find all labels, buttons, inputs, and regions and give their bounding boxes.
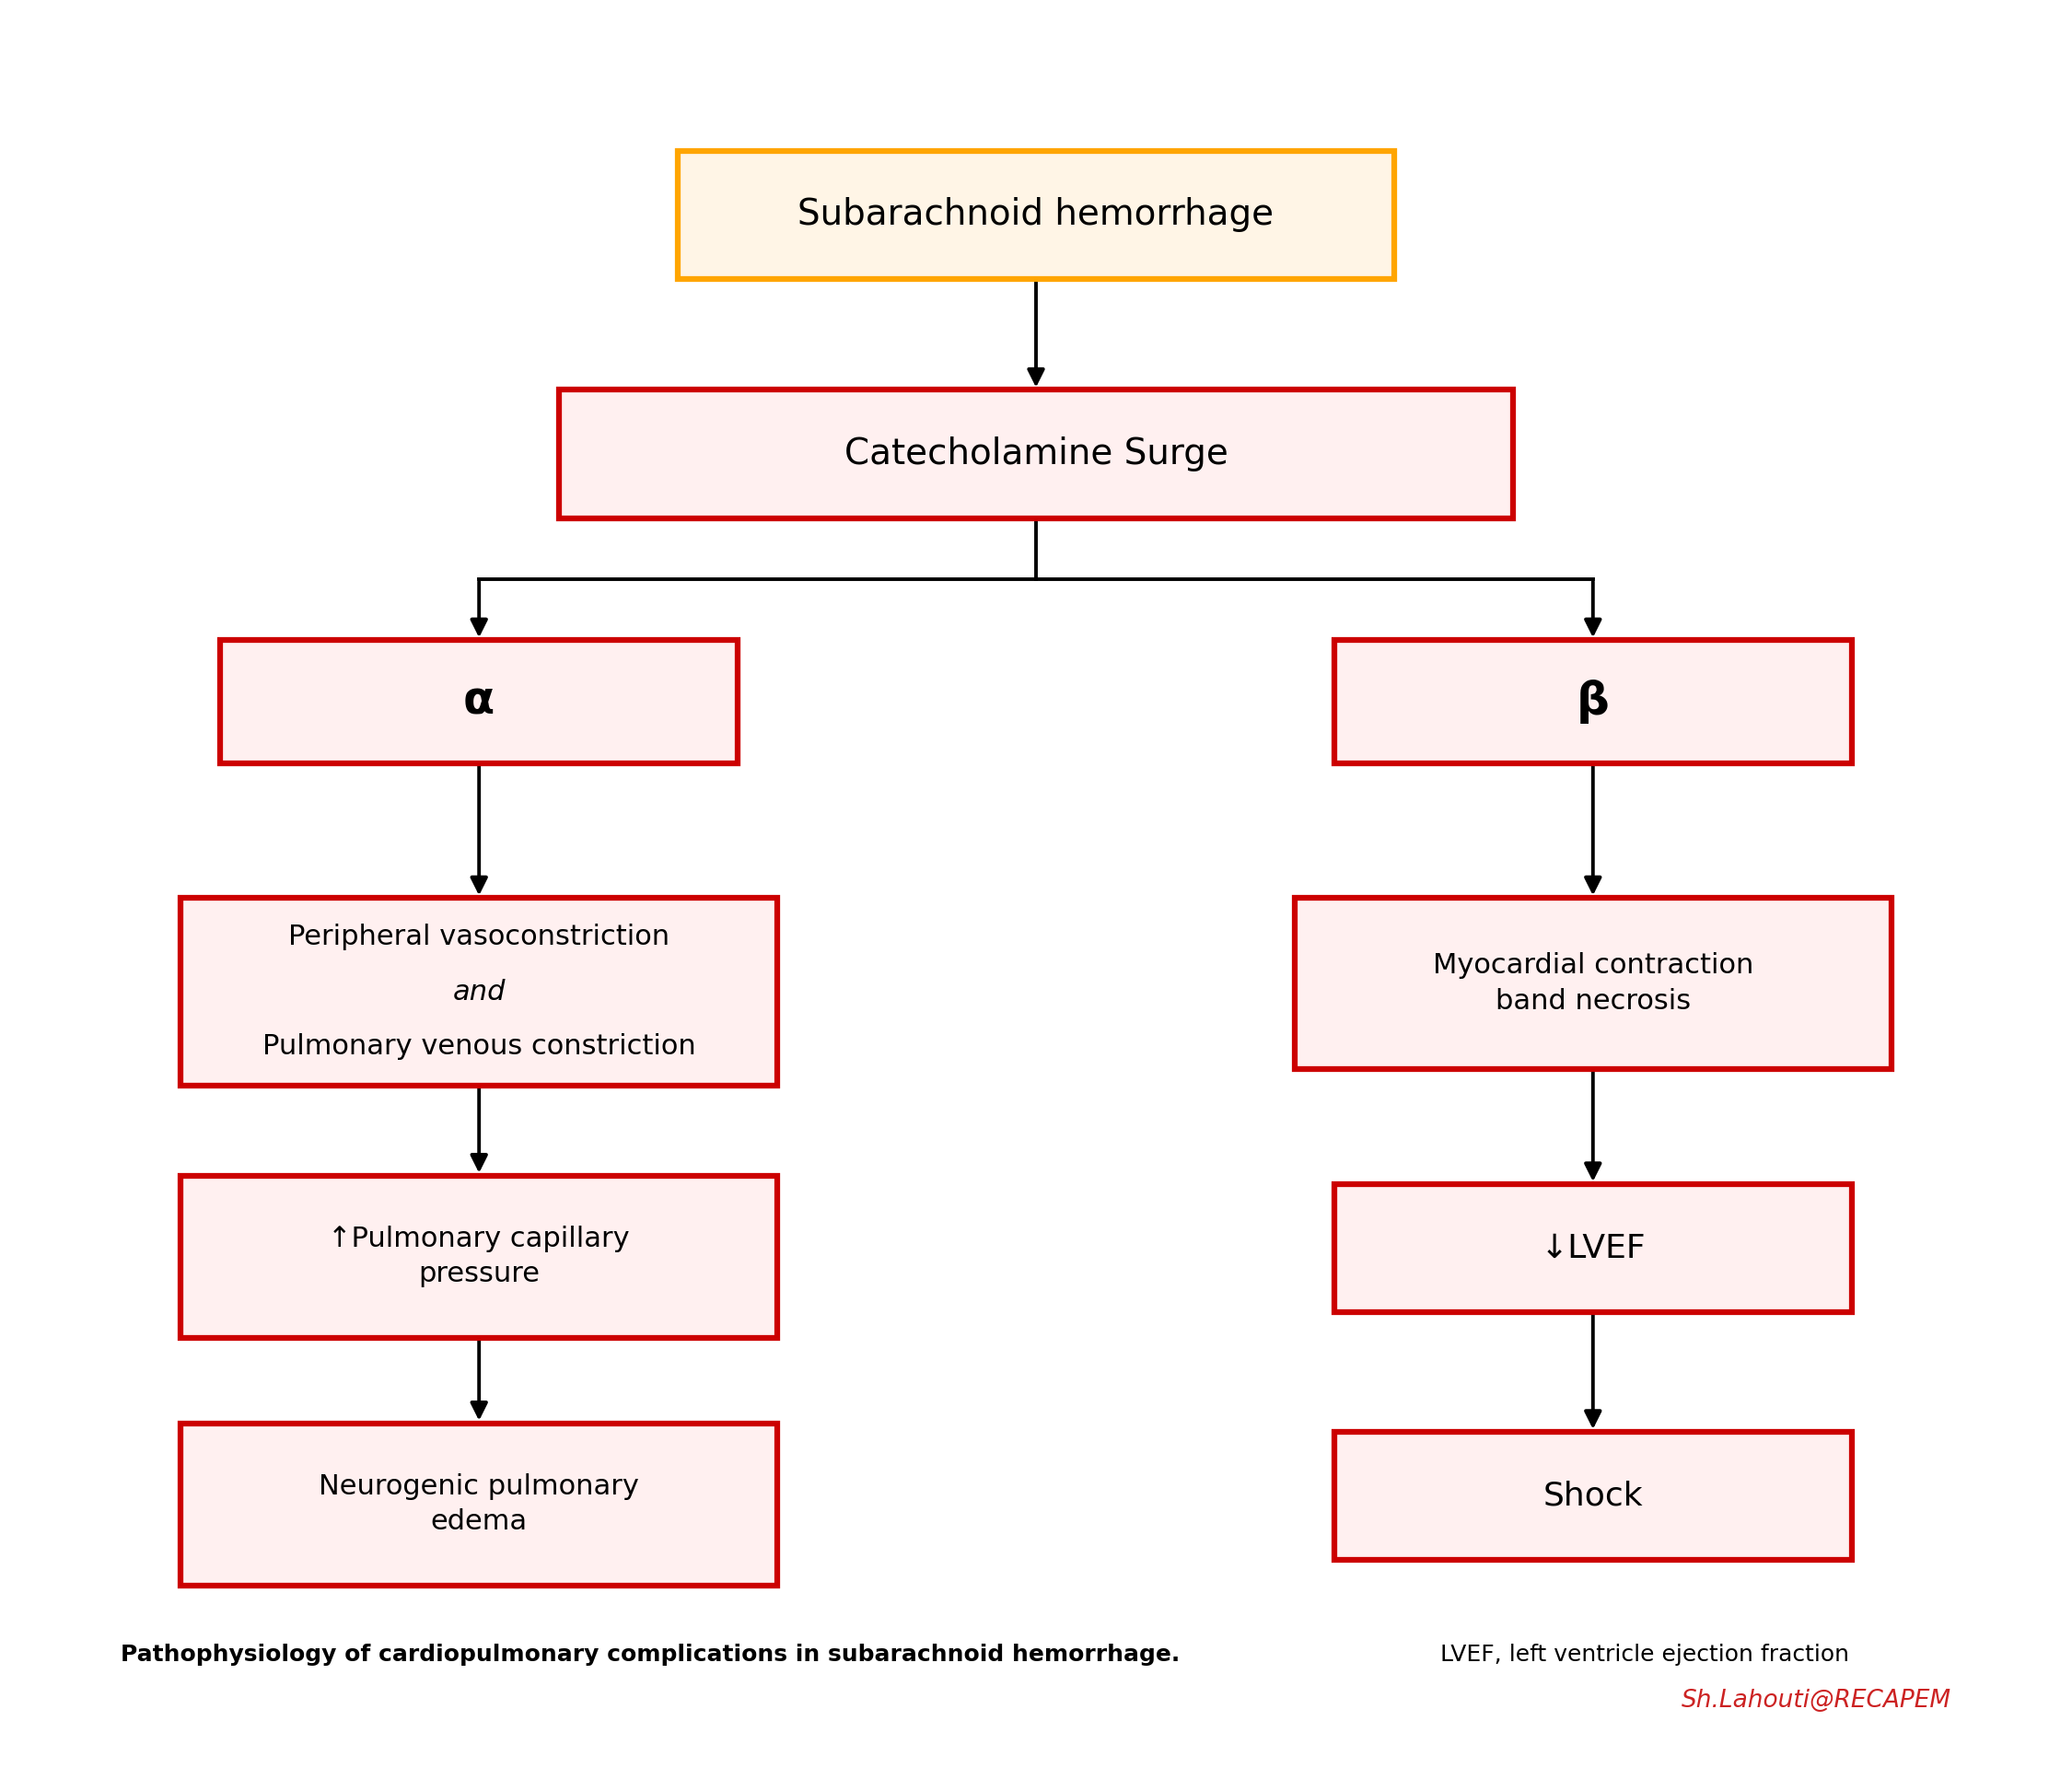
Bar bbox=[678, 151, 1394, 279]
Text: and: and bbox=[452, 978, 506, 1005]
Text: Subarachnoid hemorrhage: Subarachnoid hemorrhage bbox=[798, 197, 1274, 233]
Text: Sh.Lahouti@RECAPEM: Sh.Lahouti@RECAPEM bbox=[1680, 1688, 1952, 1713]
Bar bbox=[180, 1423, 777, 1585]
Text: Catecholamine Surge: Catecholamine Surge bbox=[843, 436, 1229, 471]
Text: Peripheral vasoconstriction: Peripheral vasoconstriction bbox=[288, 923, 669, 950]
Bar bbox=[1334, 640, 1852, 763]
Bar bbox=[1334, 1432, 1852, 1560]
Bar bbox=[559, 390, 1513, 518]
Text: Pathophysiology of cardiopulmonary complications in subarachnoid hemorrhage.: Pathophysiology of cardiopulmonary compl… bbox=[120, 1644, 1181, 1665]
Text: LVEF, left ventricle ejection fraction: LVEF, left ventricle ejection fraction bbox=[1434, 1644, 1850, 1665]
Bar bbox=[1295, 898, 1892, 1069]
Text: α: α bbox=[464, 680, 495, 724]
Bar bbox=[180, 898, 777, 1085]
Bar bbox=[180, 1176, 777, 1338]
Text: ↓LVEF: ↓LVEF bbox=[1539, 1233, 1645, 1263]
Text: Shock: Shock bbox=[1544, 1480, 1643, 1512]
Bar bbox=[1334, 1185, 1852, 1313]
Text: Myocardial contraction
band necrosis: Myocardial contraction band necrosis bbox=[1432, 952, 1753, 1014]
Text: Pulmonary venous constriction: Pulmonary venous constriction bbox=[263, 1034, 696, 1060]
Text: ↑Pulmonary capillary
pressure: ↑Pulmonary capillary pressure bbox=[327, 1226, 630, 1288]
Text: β: β bbox=[1577, 680, 1610, 724]
Bar bbox=[220, 640, 738, 763]
Text: Neurogenic pulmonary
edema: Neurogenic pulmonary edema bbox=[319, 1473, 640, 1535]
